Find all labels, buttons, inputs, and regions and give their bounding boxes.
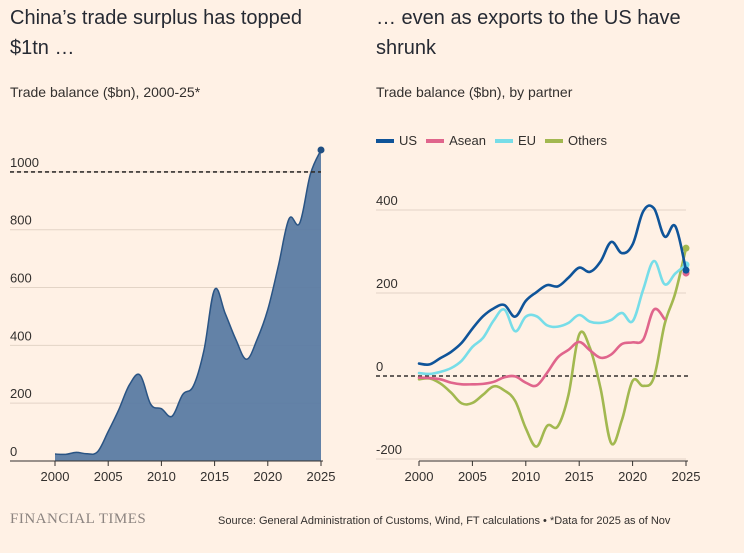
left-x-tick-label: 2025 bbox=[307, 469, 336, 484]
right-y-tick-label: 200 bbox=[376, 276, 398, 291]
right-endpoint-dot-us bbox=[682, 266, 690, 274]
left-y-tick-label: 600 bbox=[10, 271, 32, 286]
right-x-tick-label: 2000 bbox=[405, 469, 434, 484]
right-endpoint-dot-others bbox=[682, 244, 690, 252]
left-x-tick-label: 2000 bbox=[41, 469, 70, 484]
right-chart-subtitle: Trade balance ($bn), by partner bbox=[376, 84, 573, 100]
legend-item-us: US bbox=[376, 133, 417, 148]
legend-label-us: US bbox=[399, 133, 418, 148]
left-x-tick-label: 2010 bbox=[147, 469, 176, 484]
source-note: Source: General Administration of Custom… bbox=[218, 515, 671, 527]
legend-swatch-others bbox=[545, 138, 563, 143]
legend-item-asean: Asean bbox=[426, 133, 486, 148]
left-chart-title: China’s trade surplus has topped $1tn … bbox=[10, 7, 303, 59]
left-y-tick-label: 800 bbox=[10, 213, 32, 228]
left-chart-subtitle: Trade balance ($bn), 2000-25* bbox=[10, 84, 201, 100]
right-y-tick-label: 0 bbox=[376, 359, 383, 374]
right-series-line-asean bbox=[417, 307, 666, 388]
right-x-tick-label: 2010 bbox=[511, 469, 540, 484]
right-series-line-us bbox=[417, 204, 688, 366]
legend-swatch-us bbox=[376, 138, 394, 143]
right-chart-title: … even as exports to the US have shrunk bbox=[376, 7, 681, 59]
right-series-line-others bbox=[417, 246, 688, 448]
left-endpoint-dot bbox=[317, 146, 325, 154]
legend-swatch-asean bbox=[426, 138, 445, 143]
right-y-tick-label: 400 bbox=[376, 193, 398, 208]
left-x-tick-label: 2015 bbox=[200, 469, 229, 484]
legend-label-asean: Asean bbox=[449, 133, 486, 148]
right-y-tick-label: -200 bbox=[376, 442, 402, 457]
legend-item-eu: EU bbox=[494, 133, 536, 148]
legend-label-others: Others bbox=[568, 133, 608, 148]
left-y-tick-label: 400 bbox=[10, 328, 32, 343]
right-x-tick-label: 2020 bbox=[618, 469, 647, 484]
left-x-tick-label: 2005 bbox=[94, 469, 123, 484]
legend-swatch-eu bbox=[494, 138, 513, 143]
right-x-tick-label: 2005 bbox=[458, 469, 487, 484]
ft-logo: FINANCIAL TIMES bbox=[10, 511, 147, 527]
left-area-outline bbox=[54, 149, 322, 456]
right-x-tick-label: 2025 bbox=[672, 469, 701, 484]
left-y-tick-label: 200 bbox=[10, 386, 32, 401]
legend-label-eu: EU bbox=[517, 133, 536, 148]
right-series-line-eu bbox=[417, 259, 688, 376]
left-y-tick-label: 1000 bbox=[10, 155, 39, 170]
left-y-tick-label: 0 bbox=[10, 444, 17, 459]
legend-item-others: Others bbox=[545, 133, 607, 148]
left-x-tick-label: 2020 bbox=[253, 469, 282, 484]
left-area-series bbox=[55, 149, 321, 462]
right-chart-legend: US Asean EU Others bbox=[376, 133, 616, 148]
right-x-tick-label: 2015 bbox=[565, 469, 594, 484]
